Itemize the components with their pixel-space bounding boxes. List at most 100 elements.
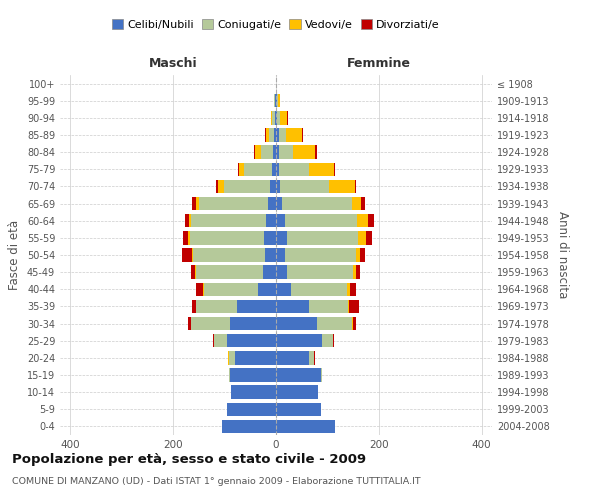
Bar: [204, 282, 258, 296]
Bar: [358, 231, 366, 244]
Bar: [196, 300, 238, 313]
Bar: [218, 180, 224, 193]
Bar: [239, 162, 244, 176]
Bar: [193, 248, 265, 262]
Bar: [191, 214, 266, 228]
Bar: [361, 248, 365, 262]
Bar: [182, 248, 191, 262]
Bar: [196, 266, 263, 279]
Bar: [285, 248, 356, 262]
Bar: [356, 266, 360, 279]
Bar: [321, 368, 322, 382]
Bar: [265, 128, 266, 141]
Bar: [230, 317, 276, 330]
Bar: [333, 334, 334, 347]
Bar: [271, 111, 272, 124]
Bar: [276, 386, 318, 399]
Bar: [276, 197, 282, 210]
Bar: [270, 180, 276, 193]
Bar: [276, 180, 280, 193]
Bar: [238, 300, 276, 313]
Bar: [188, 231, 190, 244]
Bar: [287, 266, 353, 279]
Bar: [196, 282, 203, 296]
Text: COMUNE DI MANZANO (UD) - Dati ISTAT 1° gennaio 2009 - Elaborazione TUTTITALIA.IT: COMUNE DI MANZANO (UD) - Dati ISTAT 1° g…: [12, 478, 421, 486]
Bar: [356, 248, 361, 262]
Bar: [276, 146, 278, 159]
Bar: [366, 231, 372, 244]
Bar: [274, 128, 276, 141]
Bar: [192, 197, 196, 210]
Bar: [230, 368, 276, 382]
Bar: [276, 420, 335, 433]
Bar: [293, 146, 314, 159]
Bar: [191, 266, 195, 279]
Bar: [222, 420, 276, 433]
Bar: [368, 214, 374, 228]
Bar: [238, 162, 239, 176]
Bar: [244, 162, 272, 176]
Bar: [276, 248, 285, 262]
Bar: [348, 300, 349, 313]
Bar: [277, 111, 280, 124]
Bar: [183, 231, 188, 244]
Bar: [314, 146, 317, 159]
Bar: [190, 231, 264, 244]
Bar: [276, 317, 317, 330]
Bar: [216, 180, 218, 193]
Bar: [269, 128, 274, 141]
Bar: [276, 162, 278, 176]
Bar: [188, 317, 191, 330]
Bar: [265, 248, 276, 262]
Bar: [229, 368, 230, 382]
Bar: [285, 214, 357, 228]
Bar: [310, 300, 348, 313]
Bar: [276, 368, 321, 382]
Bar: [277, 94, 278, 108]
Bar: [266, 128, 269, 141]
Bar: [263, 266, 276, 279]
Bar: [353, 266, 356, 279]
Bar: [191, 300, 196, 313]
Bar: [349, 300, 359, 313]
Bar: [276, 111, 277, 124]
Text: Popolazione per età, sesso e stato civile - 2009: Popolazione per età, sesso e stato civil…: [12, 452, 366, 466]
Bar: [322, 334, 332, 347]
Bar: [280, 111, 287, 124]
Bar: [357, 214, 368, 228]
Bar: [310, 162, 334, 176]
Bar: [329, 180, 355, 193]
Bar: [276, 231, 287, 244]
Bar: [274, 94, 275, 108]
Bar: [292, 282, 347, 296]
Bar: [287, 231, 358, 244]
Bar: [227, 402, 276, 416]
Bar: [235, 351, 276, 364]
Bar: [264, 231, 276, 244]
Y-axis label: Anni di nascita: Anni di nascita: [556, 212, 569, 298]
Bar: [276, 351, 310, 364]
Bar: [214, 334, 227, 347]
Bar: [231, 386, 276, 399]
Bar: [278, 162, 310, 176]
Bar: [224, 180, 270, 193]
Bar: [317, 317, 352, 330]
Y-axis label: Fasce di età: Fasce di età: [8, 220, 21, 290]
Bar: [278, 94, 280, 108]
Bar: [254, 146, 256, 159]
Bar: [276, 128, 278, 141]
Bar: [185, 214, 189, 228]
Bar: [352, 317, 353, 330]
Bar: [260, 146, 274, 159]
Bar: [272, 111, 275, 124]
Bar: [227, 334, 276, 347]
Text: Maschi: Maschi: [149, 57, 197, 70]
Bar: [276, 402, 321, 416]
Bar: [276, 266, 287, 279]
Bar: [196, 197, 199, 210]
Bar: [278, 146, 293, 159]
Text: Femmine: Femmine: [347, 57, 411, 70]
Bar: [278, 128, 286, 141]
Bar: [355, 180, 356, 193]
Bar: [282, 197, 352, 210]
